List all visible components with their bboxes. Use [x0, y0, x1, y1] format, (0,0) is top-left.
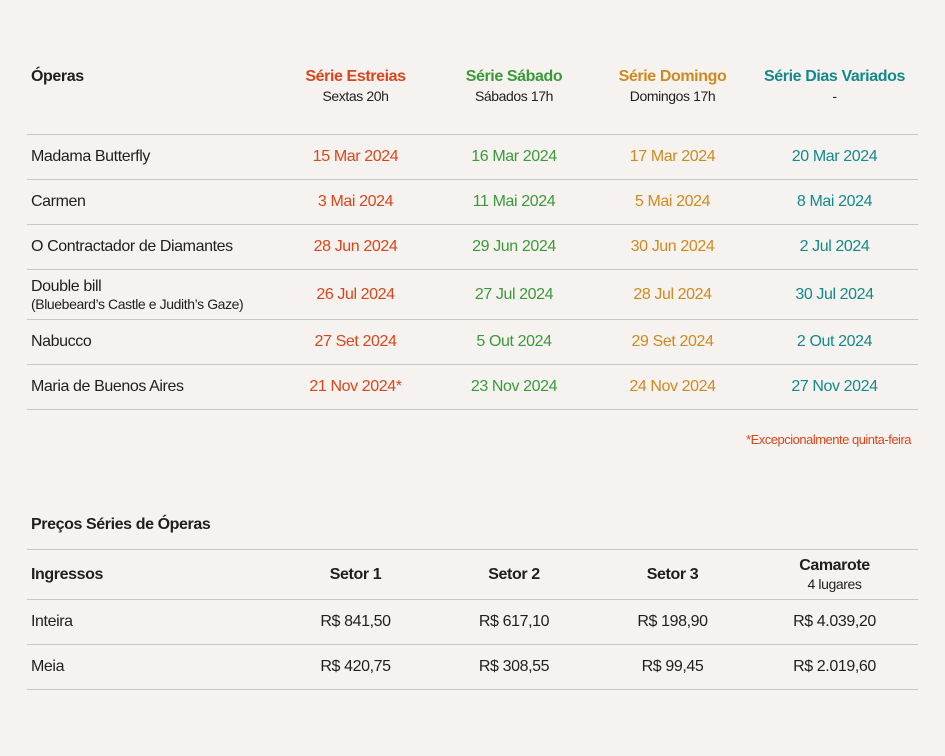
camarote-header: Camarote 4 lugares [751, 557, 918, 593]
date-domingo: 30 Jun 2024 [630, 238, 715, 255]
price-camarote: R$ 4.039,20 [793, 613, 876, 630]
date-dias-variados: 2 Out 2024 [796, 333, 873, 350]
schedule-table: Óperas Série Estreias Sextas 20h Série S… [27, 62, 918, 410]
serie-domingo-subtitle: Domingos 17h [629, 88, 716, 104]
date-dias-variados: 20 Mar 2024 [791, 148, 878, 165]
ingressos-column-header: Ingressos [31, 565, 103, 583]
camarote-subtitle: 4 lugares [807, 575, 862, 592]
date-domingo: 24 Nov 2024 [629, 378, 716, 395]
serie-estreias-subtitle: Sextas 20h [322, 88, 389, 104]
ticket-type: Meia [31, 658, 65, 675]
serie-sabado-header: Série Sábado Sábados 17h [434, 68, 594, 105]
opera-name: Double bill [31, 277, 102, 295]
table-row: Madama Butterfly 15 Mar 2024 16 Mar 2024… [27, 135, 918, 180]
serie-sabado-subtitle: Sábados 17h [474, 88, 554, 104]
prices-title: Preços Séries de Óperas [31, 516, 211, 533]
date-estreias: 26 Jul 2024 [316, 285, 395, 303]
opera-name: Nabucco [31, 333, 92, 350]
opera-name-block: Double bill (Bluebeard’s Castle e Judith… [27, 278, 277, 312]
opera-name: Maria de Buenos Aires [31, 378, 184, 395]
date-sabado: 11 Mai 2024 [472, 193, 556, 210]
serie-estreias-header: Série Estreias Sextas 20h [277, 68, 434, 105]
price-setor-3: R$ 99,45 [641, 658, 704, 675]
table-row: Carmen 3 Mai 2024 11 Mai 2024 5 Mai 2024… [27, 180, 918, 225]
opera-name: Madama Butterfly [31, 148, 150, 165]
serie-dias-variados-header: Série Dias Variados - [751, 68, 918, 105]
table-row: Double bill (Bluebeard’s Castle e Judith… [27, 270, 918, 320]
opera-subtitle: (Bluebeard’s Castle e Judith’s Gaze) [31, 295, 244, 312]
date-sabado: 29 Jun 2024 [472, 238, 556, 255]
price-setor-3: R$ 198,90 [637, 613, 708, 630]
date-domingo: 5 Mai 2024 [634, 193, 711, 210]
prices-table: Ingressos Setor 1 Setor 2 Setor 3 Camaro… [27, 549, 918, 690]
price-setor-2: R$ 617,10 [478, 613, 550, 630]
date-dias-variados: 2 Jul 2024 [799, 238, 870, 255]
date-estreias: 27 Set 2024 [314, 333, 397, 350]
date-dias-variados: 8 Mai 2024 [796, 193, 873, 210]
setor-3-header: Setor 3 [646, 565, 699, 583]
opera-name: O Contractador de Diamantes [31, 238, 233, 255]
date-dias-variados: 30 Jul 2024 [795, 285, 874, 303]
opera-name: Carmen [31, 193, 86, 210]
table-row: Nabucco 27 Set 2024 5 Out 2024 29 Set 20… [27, 320, 918, 365]
table-row: Inteira R$ 841,50 R$ 617,10 R$ 198,90 R$… [27, 600, 918, 645]
serie-domingo-header: Série Domingo Domingos 17h [594, 68, 751, 105]
price-setor-2: R$ 308,55 [478, 658, 550, 675]
date-dias-variados: 27 Nov 2024 [791, 378, 878, 395]
date-sabado: 16 Mar 2024 [471, 148, 557, 165]
setor-2-header: Setor 2 [488, 565, 540, 583]
schedule-header-row: Óperas Série Estreias Sextas 20h Série S… [27, 62, 918, 135]
serie-dias-variados-title: Série Dias Variados [764, 68, 905, 85]
date-domingo: 28 Jul 2024 [633, 285, 712, 303]
date-estreias: 28 Jun 2024 [313, 238, 398, 255]
date-estreias: 21 Nov 2024* [309, 378, 402, 395]
serie-sabado-title: Série Sábado [465, 68, 563, 85]
footnote: *Excepcionalmente quinta-feira [746, 432, 911, 447]
price-setor-1: R$ 841,50 [320, 613, 391, 630]
serie-dias-variados-subtitle: - [832, 88, 837, 104]
date-sabado: 27 Jul 2024 [474, 285, 554, 303]
serie-domingo-title: Série Domingo [618, 68, 727, 85]
date-domingo: 29 Set 2024 [631, 333, 714, 350]
operas-column-header: Óperas [31, 68, 84, 85]
table-row: O Contractador de Diamantes 28 Jun 2024 … [27, 225, 918, 270]
camarote-title: Camarote [799, 556, 870, 574]
price-setor-1: R$ 420,75 [320, 658, 391, 675]
date-estreias: 3 Mai 2024 [317, 193, 394, 210]
price-camarote: R$ 2.019,60 [793, 658, 876, 675]
date-sabado: 5 Out 2024 [476, 333, 552, 350]
setor-1-header: Setor 1 [329, 565, 382, 583]
serie-estreias-title: Série Estreias [305, 68, 406, 85]
date-domingo: 17 Mar 2024 [629, 148, 716, 165]
date-sabado: 23 Nov 2024 [470, 378, 558, 395]
ticket-type: Inteira [31, 613, 73, 630]
date-estreias: 15 Mar 2024 [312, 148, 399, 165]
table-row: Maria de Buenos Aires 21 Nov 2024* 23 No… [27, 365, 918, 410]
table-row: Meia R$ 420,75 R$ 308,55 R$ 99,45 R$ 2.0… [27, 645, 918, 690]
prices-header-row: Ingressos Setor 1 Setor 2 Setor 3 Camaro… [27, 550, 918, 600]
